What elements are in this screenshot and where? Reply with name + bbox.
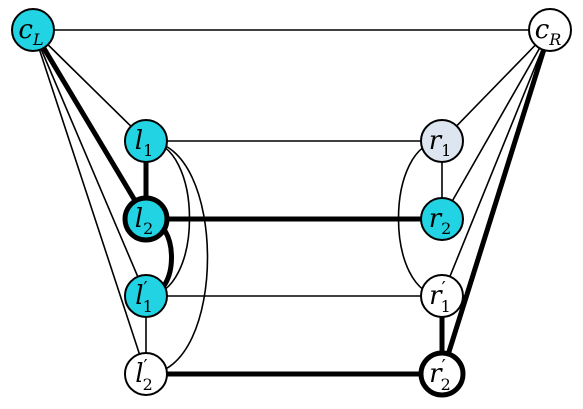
edge-cL-l1: [32, 29, 147, 142]
node-l1p: l′ 1: [124, 274, 168, 318]
node-l2-circle: [122, 195, 170, 243]
node-l1-circle: [124, 119, 168, 163]
node-l2: l2: [122, 195, 170, 243]
node-cR: cR: [528, 8, 572, 52]
edge-cR-r2: [441, 29, 551, 220]
node-l2p-circle: [124, 352, 168, 396]
node-r2-label: r2: [429, 204, 452, 238]
edge-cR-r2p: [439, 27, 553, 377]
edge-cR-r1p: [441, 29, 551, 297]
node-r2p: r′ 2: [418, 350, 466, 398]
node-l1-label: l1: [135, 126, 154, 160]
node-l2p: l′ 2: [124, 352, 168, 396]
node-l1: l1: [124, 119, 168, 163]
edge-cL-l1p: [32, 29, 147, 297]
node-cL: cL: [11, 8, 55, 52]
node-r1-label: r1: [429, 126, 452, 160]
node-r2: r2: [420, 197, 464, 241]
nodes-layer: cL cR l1 l2 l′ 1 l′ 2 r1 r2 r′ 1 r′ 2: [11, 8, 572, 398]
node-l1p-label: l′ 1: [135, 278, 153, 316]
node-l2-label: l2: [135, 204, 154, 238]
node-r1p: r′ 1: [420, 274, 464, 318]
node-cL-circle: [11, 8, 55, 52]
node-r1p-label: r′ 1: [429, 278, 451, 316]
node-l2p-label: l′ 2: [135, 356, 153, 394]
node-l1p-circle: [124, 274, 168, 318]
edge-cL-l2: [30, 27, 149, 222]
edge-l1-l2p: [145, 140, 209, 375]
node-r2p-circle: [418, 350, 466, 398]
node-r1: r1: [420, 119, 464, 163]
node-cR-circle: [528, 8, 572, 52]
node-r1-circle: [420, 119, 464, 163]
edges-layer: [30, 27, 553, 377]
node-cR-label: cR: [535, 15, 562, 49]
node-r1p-circle: [420, 274, 464, 318]
node-cL-label: cL: [18, 15, 43, 49]
node-r2p-label: r′ 2: [429, 356, 451, 394]
node-r2-circle: [420, 197, 464, 241]
edge-cL-l2p: [32, 29, 147, 375]
edge-cR-r1: [441, 29, 551, 142]
